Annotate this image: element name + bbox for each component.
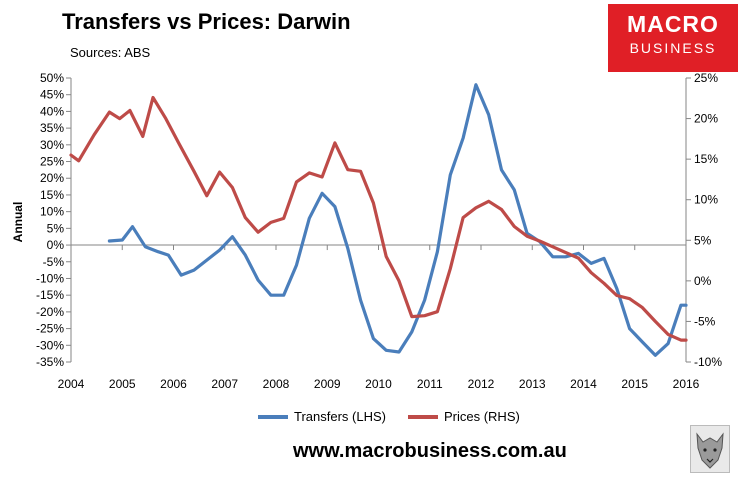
x-tick-label: 2011 — [417, 377, 443, 391]
series-line-transfers — [107, 83, 688, 357]
x-tick-label: 2010 — [365, 377, 392, 391]
legend-item-prices: Prices (RHS) — [407, 409, 520, 424]
y-right-tick-label: 10% — [694, 193, 718, 207]
legend-swatch-prices — [407, 414, 438, 419]
x-tick-label: 2008 — [263, 377, 290, 391]
logo-line-2: BUSINESS — [629, 40, 717, 56]
wolf-logo-icon — [690, 425, 730, 473]
y-right-tick-label: -10% — [694, 355, 722, 369]
legend-label-prices: Prices (RHS) — [443, 409, 520, 424]
legend-swatch-transfers — [258, 414, 288, 419]
x-tick-label: 2012 — [468, 377, 495, 391]
y-right-tick-label: 0% — [694, 274, 712, 288]
legend-item-transfers: Transfers (LHS) — [258, 409, 386, 424]
x-tick-label: 2013 — [519, 377, 546, 391]
x-tick-label: 2004 — [58, 377, 85, 391]
y-left-tick-label: -10% — [36, 271, 64, 285]
y-left-tick-label: -35% — [36, 355, 64, 369]
y-left-tick-label: 45% — [40, 88, 64, 102]
y-right-tick-label: 5% — [694, 233, 712, 247]
chart-legend: Transfers (LHS) Prices (RHS) — [258, 409, 542, 424]
x-tick-label: 2009 — [314, 377, 341, 391]
y-left-tick-label: -25% — [36, 322, 64, 336]
logo-line-1: MACRO — [627, 11, 719, 37]
x-tick-label: 2007 — [211, 377, 238, 391]
macrobusiness-logo: MACRO BUSINESS — [608, 4, 738, 72]
x-tick-label: 2005 — [109, 377, 136, 391]
x-tick-label: 2016 — [673, 377, 700, 391]
x-tick-label: 2015 — [621, 377, 648, 391]
y-right-tick-label: 15% — [694, 152, 718, 166]
y-left-tick-label: -15% — [36, 288, 64, 302]
y-left-tick-label: 25% — [40, 155, 64, 169]
y-left-tick-label: -5% — [43, 255, 65, 269]
y-left-tick-label: -20% — [36, 305, 64, 319]
y-left-tick-label: 35% — [40, 121, 64, 135]
chart-title: Transfers vs Prices: Darwin — [62, 9, 351, 34]
y-left-tick-label: 10% — [40, 205, 64, 219]
y-left-tick-label: 50% — [40, 71, 64, 85]
y-right-tick-label: -5% — [694, 314, 716, 328]
y-right-tick-label: 25% — [694, 71, 718, 85]
chart-subtitle: Sources: ABS — [70, 45, 151, 60]
y-left-tick-label: 0% — [47, 238, 65, 252]
x-tick-label: 2006 — [160, 377, 187, 391]
y-left-tick-label: 15% — [40, 188, 64, 202]
y-left-tick-label: 5% — [47, 221, 65, 235]
x-tick-label: 2014 — [570, 377, 597, 391]
y-left-tick-label: 40% — [40, 104, 64, 118]
y-left-tick-label: 20% — [40, 171, 64, 185]
y-left-tick-label: -30% — [36, 338, 64, 352]
legend-label-transfers: Transfers (LHS) — [294, 409, 386, 424]
series-line-prices — [69, 95, 688, 342]
y-left-tick-label: 30% — [40, 138, 64, 152]
y-right-tick-label: 20% — [694, 112, 718, 126]
website-url: www.macrobusiness.com.au — [293, 440, 567, 462]
